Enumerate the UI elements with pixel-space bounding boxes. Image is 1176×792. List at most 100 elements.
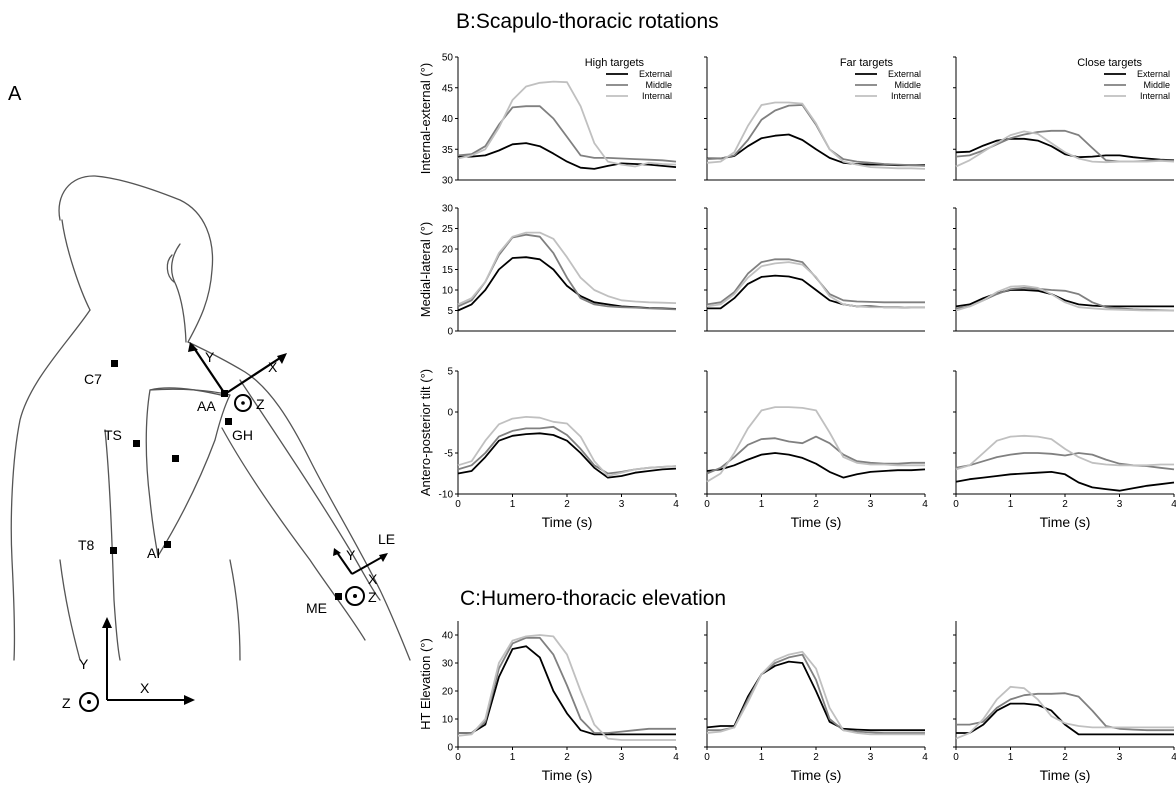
marker-ts-label: TS xyxy=(104,427,122,443)
marker-t8-label: T8 xyxy=(78,537,95,553)
marker-me-dot xyxy=(335,593,342,600)
x-tick-label: 0 xyxy=(704,752,710,763)
series-line-internal xyxy=(955,130,1175,168)
x-tick-label: 4 xyxy=(673,499,679,510)
marker-me-label: ME xyxy=(306,600,327,616)
panel-c-title: C:Humero-thoracic elevation xyxy=(460,587,726,610)
y-tick-label: 50 xyxy=(442,53,454,64)
x-tick-label: 3 xyxy=(1117,499,1123,510)
y-tick-label: -10 xyxy=(439,490,454,501)
arm-inner-outline xyxy=(221,427,366,641)
clavicle-outline xyxy=(149,387,226,397)
x-tick-label: 0 xyxy=(953,752,959,763)
series-line-middle xyxy=(707,653,925,734)
series-line-internal xyxy=(457,634,676,741)
marker-aa-label: AA xyxy=(197,398,216,414)
x-tick-label: 4 xyxy=(673,752,679,763)
y-tick-label: 40 xyxy=(442,114,454,125)
x-axis-label: Time (s) xyxy=(542,767,593,783)
y-tick-label: 0 xyxy=(447,408,453,419)
series-line-middle xyxy=(457,105,677,163)
x-tick-label: 1 xyxy=(1008,752,1014,763)
x-tick-label: 1 xyxy=(510,752,516,763)
series-line-external xyxy=(458,142,677,170)
chart-b-r1-c1 xyxy=(704,207,925,332)
series-line-internal xyxy=(457,231,677,306)
legend-entry-middle: Middle xyxy=(645,80,672,90)
legend-title: Close targets xyxy=(1077,57,1142,69)
x-axis-label: Time (s) xyxy=(1040,514,1091,530)
y-tick-label: 45 xyxy=(442,83,454,94)
y-tick-label: -5 xyxy=(444,449,453,460)
x-tick-label: 3 xyxy=(868,499,874,510)
y-tick-label: 20 xyxy=(442,687,454,698)
legend-entry-external: External xyxy=(639,69,672,79)
x-tick-label: 0 xyxy=(953,499,959,510)
chart-b-r0-c0: 30 35 40 45 50 Internal-external (°) High targ… xyxy=(418,53,677,187)
x-tick-label: 3 xyxy=(868,752,874,763)
y-axis-label: Medial-lateral (°) xyxy=(418,222,433,318)
marker-ts-dot xyxy=(133,440,140,447)
series-line-external xyxy=(707,274,925,310)
y-tick-label: 35 xyxy=(442,145,454,156)
series-line-middle xyxy=(706,435,925,475)
x-tick-label: 4 xyxy=(922,499,928,510)
series-line-internal xyxy=(457,80,677,168)
legend-entry-internal: Internal xyxy=(891,91,921,101)
x-tick-label: 2 xyxy=(1062,499,1068,510)
y-axis-label: HT Elevation (°) xyxy=(418,638,433,730)
x-axis-label: Time (s) xyxy=(1040,767,1091,783)
legend-entry-middle: Middle xyxy=(894,80,921,90)
x-tick-label: 0 xyxy=(704,499,710,510)
humerus-x-axis-label: X xyxy=(368,571,378,587)
series-line-external xyxy=(706,660,925,732)
x-tick-label: 1 xyxy=(759,499,765,510)
legend-entry-internal: Internal xyxy=(1140,91,1170,101)
thorax-x-axis-label: X xyxy=(140,680,150,696)
body-side-line xyxy=(229,559,241,661)
series-line-middle xyxy=(956,692,1174,732)
legend-entry-external: External xyxy=(1137,69,1170,79)
y-tick-label: 30 xyxy=(442,204,454,215)
series-line-external xyxy=(457,432,677,479)
series-line-middle xyxy=(706,104,926,167)
x-tick-label: 0 xyxy=(455,499,461,510)
marker-t8-dot xyxy=(110,547,117,554)
x-tick-label: 3 xyxy=(619,752,625,763)
x-axis-label: Time (s) xyxy=(542,514,593,530)
x-tick-label: 4 xyxy=(1171,752,1176,763)
x-axis-label: Time (s) xyxy=(791,514,842,530)
x-tick-label: 0 xyxy=(455,752,461,763)
series-line-internal xyxy=(955,685,1174,740)
series-line-internal xyxy=(955,434,1174,471)
series-line-external xyxy=(706,452,926,479)
y-tick-label: 10 xyxy=(442,286,454,297)
y-tick-label: 30 xyxy=(442,659,454,670)
y-tick-label: 40 xyxy=(442,631,454,642)
x-tick-label: 1 xyxy=(1008,499,1014,510)
chart-c-r0-c1: 0 1 2 3 4 Time (s) xyxy=(704,621,928,783)
y-axis-label: Antero-posterior tilt (°) xyxy=(418,369,433,496)
series-line-internal xyxy=(706,101,926,170)
x-tick-label: 2 xyxy=(813,499,819,510)
back-outline xyxy=(10,309,91,661)
series-line-internal xyxy=(955,284,1174,312)
chart-b-r2-c1: 0 1 2 3 4 Time (s) xyxy=(704,370,928,530)
y-axis-label: Internal-external (°) xyxy=(418,63,433,174)
thorax-coordinate-frame: Y X Z xyxy=(62,617,195,712)
x-tick-label: 3 xyxy=(1117,752,1123,763)
spine-line xyxy=(104,429,121,661)
scapula-y-axis-label: Y xyxy=(205,349,215,365)
x-tick-label: 2 xyxy=(564,499,570,510)
marker-gh-label: GH xyxy=(232,427,253,443)
hip-line xyxy=(59,559,81,661)
series-line-internal xyxy=(457,415,677,477)
series-line-middle xyxy=(955,129,1175,163)
chart-b-r2-c0: -10 -5 0 5 0 1 2 3 4 Time (s) Antero-posterior til… xyxy=(418,367,679,531)
marker-ai-dot xyxy=(164,541,171,548)
y-tick-label: 0 xyxy=(447,743,453,754)
scapula-coordinate-frame: Y X Z xyxy=(188,342,287,412)
